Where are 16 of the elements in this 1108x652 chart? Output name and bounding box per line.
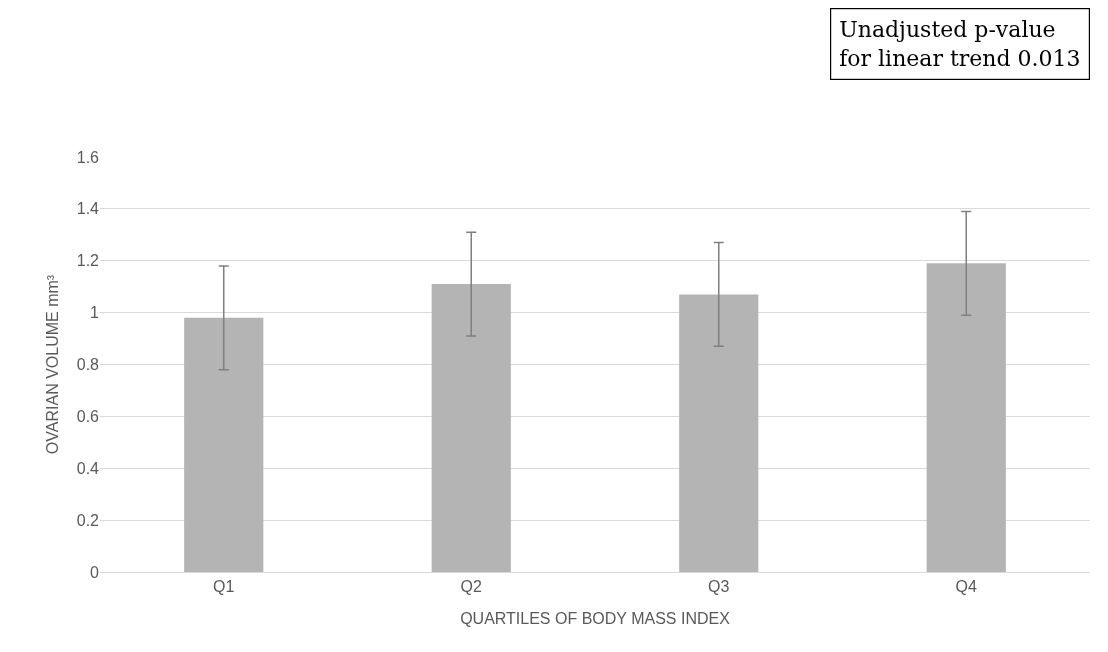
y-tick-label: 1 xyxy=(90,304,100,322)
x-tick-label: Q1 xyxy=(213,578,235,596)
x-tick-label: Q4 xyxy=(955,578,978,596)
y-tick-label: 0.8 xyxy=(76,356,100,374)
y-tick-label: 0 xyxy=(90,563,100,581)
y-tick-label: 0.4 xyxy=(76,459,100,477)
x-tick-label: Q2 xyxy=(460,578,483,596)
x-axis-title: QUARTILES OF BODY MASS INDEX xyxy=(460,609,731,627)
y-tick-label: 0.6 xyxy=(76,407,100,425)
text: Unadjusted p-value for linear trend 0.013 xyxy=(839,17,1081,71)
y-tick-label: 1.2 xyxy=(76,252,100,270)
y-tick-label: 1.4 xyxy=(76,200,100,218)
y-axis-title: OVARIAN VOLUME mm³ xyxy=(43,274,61,455)
y-tick-label: 0.2 xyxy=(76,511,100,529)
x-tick-label: Q3 xyxy=(708,578,730,596)
y-tick-label: 1.6 xyxy=(76,148,100,166)
